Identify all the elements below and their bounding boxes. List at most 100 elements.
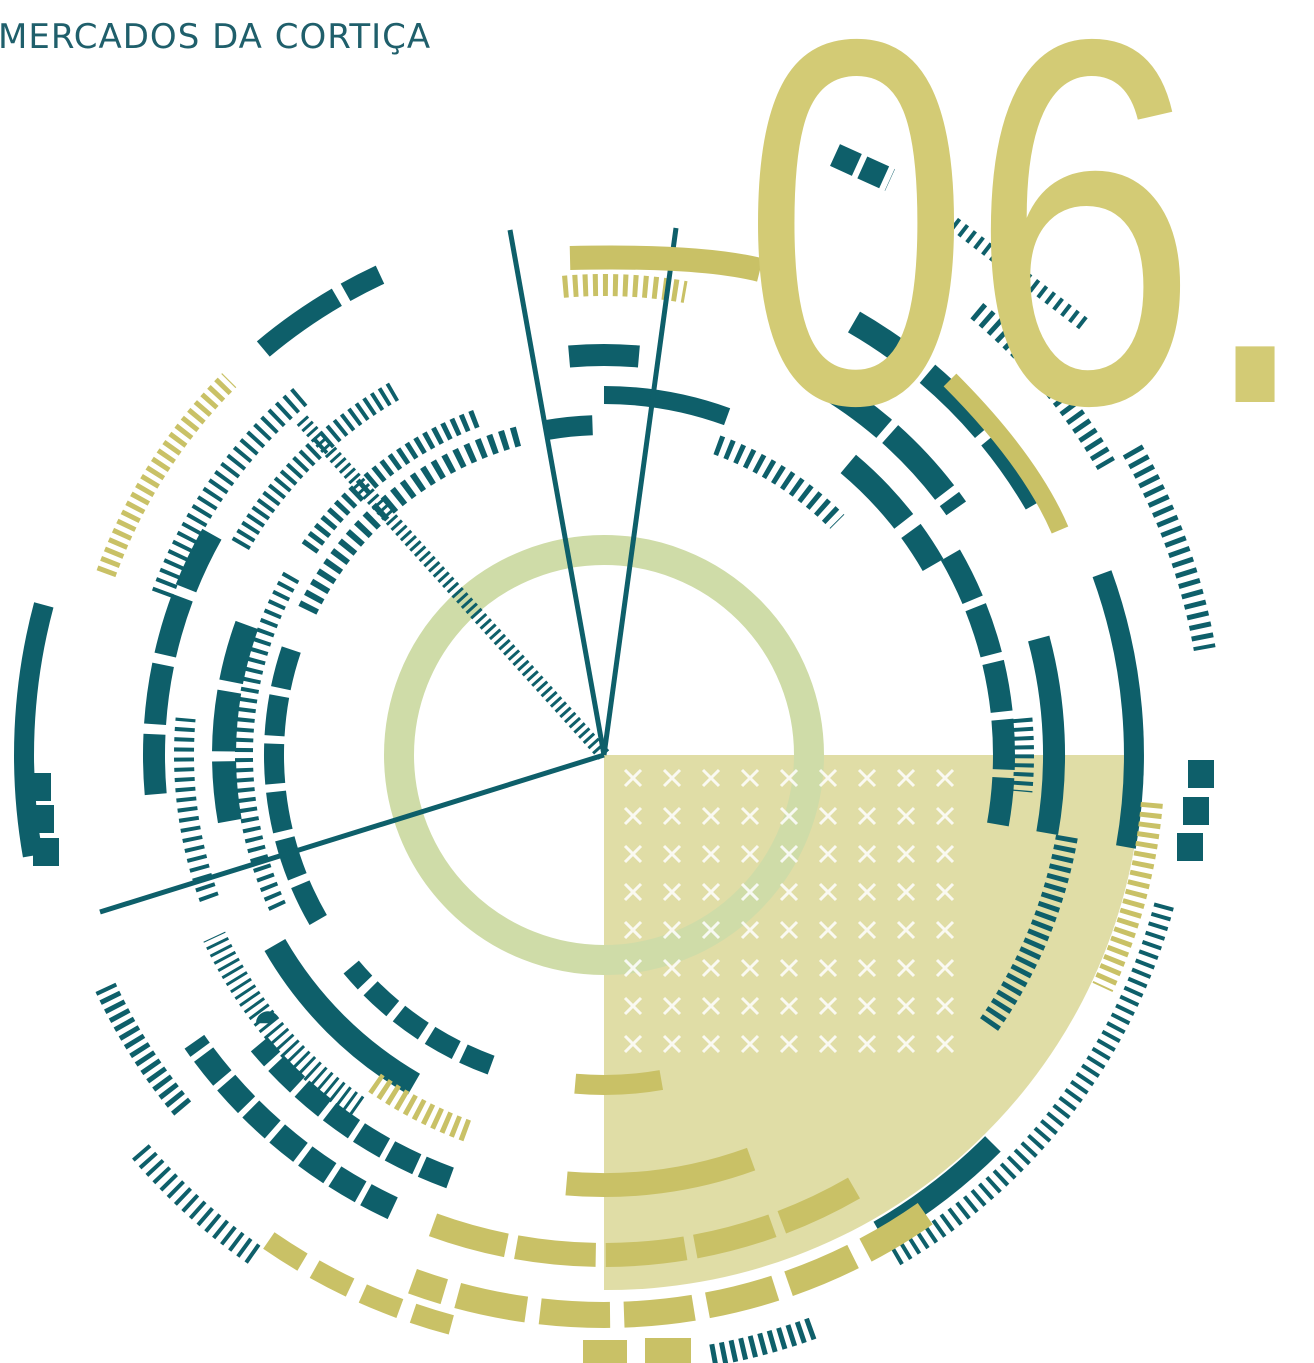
- cross: [896, 806, 916, 826]
- cross: [740, 996, 760, 1016]
- yellow-arc: [943, 373, 1069, 534]
- cross: [740, 1034, 760, 1054]
- block: [1177, 833, 1203, 861]
- arc: [343, 960, 495, 1075]
- cross: [896, 844, 916, 864]
- arc: [707, 1317, 817, 1363]
- arc: [250, 1037, 454, 1189]
- cross: [896, 768, 916, 788]
- arc: [979, 834, 1078, 1031]
- cross: [779, 844, 799, 864]
- cross: [779, 920, 799, 940]
- cross: [935, 806, 955, 826]
- cross: [857, 844, 877, 864]
- arc: [428, 1177, 860, 1267]
- arc: [184, 1034, 398, 1220]
- cross: [818, 882, 838, 902]
- cross: [935, 958, 955, 978]
- cross: [935, 882, 955, 902]
- cross: [935, 1034, 955, 1054]
- arc: [256, 265, 385, 357]
- inner-ring: [384, 535, 824, 975]
- cross: [857, 996, 877, 1016]
- cross: [623, 882, 643, 902]
- arc: [264, 938, 421, 1095]
- cross: [935, 844, 955, 864]
- cross: [662, 768, 682, 788]
- cross: [662, 882, 682, 902]
- arc: [212, 620, 259, 824]
- cross: [623, 920, 643, 940]
- cross: [701, 996, 721, 1016]
- cross: [662, 806, 682, 826]
- cross: [740, 806, 760, 826]
- tick-group: [925, 199, 1090, 331]
- cross: [857, 806, 877, 826]
- arc: [96, 373, 237, 578]
- cross: [857, 920, 877, 940]
- arc: [1092, 570, 1144, 849]
- yellow-arc: [569, 245, 763, 282]
- cross: [935, 996, 955, 1016]
- cross: [662, 844, 682, 864]
- block: [25, 773, 51, 801]
- arc: [301, 408, 484, 554]
- cross: [857, 882, 877, 902]
- arc: [234, 570, 300, 911]
- arc: [203, 931, 365, 1118]
- arc: [174, 717, 219, 903]
- block: [583, 1340, 627, 1363]
- cross: [857, 958, 877, 978]
- cross: [740, 768, 760, 788]
- arc: [888, 902, 1174, 1266]
- cross: [896, 958, 916, 978]
- cross: [701, 768, 721, 788]
- radial-line: [601, 227, 679, 756]
- cross: [623, 1034, 643, 1054]
- cross: [857, 768, 877, 788]
- arc: [368, 1073, 472, 1142]
- cross: [662, 920, 682, 940]
- cross: [779, 882, 799, 902]
- cross: [779, 806, 799, 826]
- cross: [779, 958, 799, 978]
- arc: [231, 382, 400, 551]
- cross: [818, 1034, 838, 1054]
- block: [28, 805, 54, 833]
- radial-line: [507, 229, 607, 756]
- arc: [1092, 801, 1163, 993]
- arc: [151, 386, 309, 599]
- arc: [847, 311, 1048, 512]
- arc: [565, 1147, 756, 1198]
- cross: [623, 996, 643, 1016]
- cross: [935, 768, 955, 788]
- cross: [818, 920, 838, 940]
- cross: [818, 806, 838, 826]
- cross: [818, 844, 838, 864]
- cross-pattern: [623, 768, 955, 1054]
- arc: [840, 454, 944, 572]
- arc: [259, 1230, 454, 1335]
- cross: [623, 958, 643, 978]
- arc: [940, 549, 1015, 827]
- cross: [857, 1034, 877, 1054]
- arc: [1012, 717, 1034, 793]
- block: [33, 838, 59, 866]
- arc: [263, 638, 327, 925]
- cross: [701, 1034, 721, 1054]
- arc: [562, 274, 688, 303]
- arc: [568, 344, 640, 368]
- arc: [812, 372, 967, 516]
- block: [645, 1338, 691, 1363]
- cross: [623, 844, 643, 864]
- cross: [662, 958, 682, 978]
- arc: [713, 435, 845, 529]
- cross: [740, 920, 760, 940]
- arc: [1028, 635, 1066, 836]
- cross: [818, 958, 838, 978]
- cross: [701, 882, 721, 902]
- cross: [818, 768, 838, 788]
- arc: [544, 415, 593, 440]
- block: [1183, 797, 1209, 825]
